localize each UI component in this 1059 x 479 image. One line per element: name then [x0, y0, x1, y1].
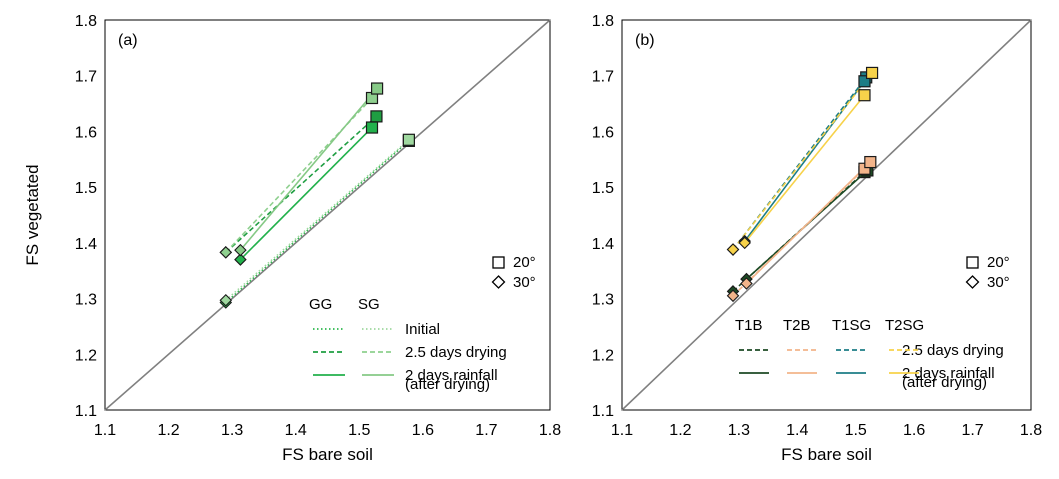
plot-frame	[621, 19, 1032, 411]
x-tick-label: 1.2	[157, 422, 179, 439]
x-tick-label: 1.2	[669, 422, 691, 439]
data-point-square	[365, 121, 379, 134]
y-tick-label: 1.2	[75, 347, 97, 364]
x-tick-label: 1.1	[94, 422, 116, 439]
series-line	[744, 80, 866, 242]
x-tick-label: 1.4	[285, 422, 307, 439]
data-point-square	[864, 155, 877, 169]
plot-frame	[104, 19, 551, 411]
legend-row-label: 2 days rainfall	[902, 365, 995, 382]
series-line	[732, 72, 873, 251]
x-tick-label: 1.5	[845, 422, 867, 439]
series-line	[225, 140, 410, 304]
series-line	[744, 94, 866, 244]
x-axis-title: FS bare soil	[282, 445, 373, 464]
data-point-diamond	[219, 293, 233, 307]
panel-a: 1.1 1.2 1.3 1.4 1.5 1.6 1.7 1.8 1.1 1.2 1.3 1.4 1.5 1…	[23, 13, 561, 464]
legend-column-header: T2B	[783, 317, 811, 334]
data-point-diamond	[234, 243, 247, 257]
y-tick-label: 1.4	[592, 236, 614, 253]
panel-b: 1.1 1.2 1.3 1.4 1.5 1.6 1.7 1.8 1.1 1.2 1.3 1.4 1.5 1…	[592, 13, 1042, 464]
legend-column-header: T2SG	[885, 317, 924, 334]
legend-row-label: 2 days rainfall	[405, 367, 498, 384]
panel-label: (b)	[635, 32, 655, 49]
x-tick-label: 1.3	[221, 422, 243, 439]
legend-column-header: T1SG	[832, 317, 871, 334]
x-tick-label: 1.8	[539, 422, 561, 439]
y-tick-label: 1.5	[75, 180, 97, 197]
y-tick-label: 1.1	[592, 403, 614, 420]
y-tick-label: 1.2	[592, 347, 614, 364]
legend-row-label: (after drying)	[902, 374, 987, 391]
x-tick-label: 1.6	[903, 422, 925, 439]
y-tick-label: 1.8	[75, 13, 97, 30]
one-to-one-line	[104, 19, 551, 411]
legend-diamond-marker	[491, 275, 506, 289]
legend-marker-label: 20°	[987, 254, 1010, 271]
y-axis-title: FS vegetated	[23, 164, 42, 265]
y-tick-label: 1.3	[75, 292, 97, 309]
y-tick-label: 1.6	[592, 124, 614, 141]
data-point-diamond	[234, 253, 247, 266]
y-tick-label: 1.5	[592, 180, 614, 197]
data-point-square	[370, 82, 384, 95]
one-to-one-line	[621, 19, 1032, 411]
y-tick-label: 1.1	[75, 403, 97, 420]
data-point-diamond	[726, 289, 740, 303]
legend-marker-label: 20°	[513, 254, 536, 271]
x-tick-label: 1.5	[348, 422, 370, 439]
legend-square-marker	[966, 256, 979, 269]
x-tick-label: 1.7	[961, 422, 983, 439]
data-point-square	[858, 89, 871, 102]
data-point-diamond	[740, 277, 753, 290]
data-point-square	[402, 133, 415, 146]
x-tick-label: 1.6	[412, 422, 434, 439]
x-tick-label: 1.4	[786, 422, 808, 439]
legend-square-marker	[492, 256, 505, 269]
y-tick-label: 1.4	[75, 236, 97, 253]
data-point-square	[370, 110, 383, 123]
x-tick-label: 1.3	[728, 422, 750, 439]
series-line	[225, 139, 410, 301]
legend-row-label: 2.5 days drying	[902, 342, 1004, 359]
legend-marker-label: 30°	[987, 274, 1010, 291]
x-tick-label: 1.8	[1020, 422, 1042, 439]
legend-marker-label: 30°	[513, 274, 536, 291]
data-point-square	[865, 66, 879, 80]
y-tick-label: 1.6	[75, 124, 97, 141]
y-tick-label: 1.8	[592, 13, 614, 30]
series-line	[745, 161, 871, 285]
legend-column-header: GG	[309, 296, 332, 313]
legend-column-header: T1B	[735, 317, 763, 334]
series-line	[239, 126, 373, 261]
y-tick-label: 1.7	[75, 69, 97, 86]
x-axis-title: FS bare soil	[781, 445, 872, 464]
data-point-diamond	[219, 246, 233, 259]
legend-diamond-marker	[965, 275, 980, 289]
data-point-diamond	[738, 236, 751, 250]
series-line	[239, 88, 378, 251]
legend-row-label: Initial	[405, 321, 440, 338]
series-line	[225, 115, 377, 253]
legend-row-label: (after drying)	[405, 376, 490, 393]
x-tick-label: 1.1	[611, 422, 633, 439]
legend-column-header: SG	[358, 296, 380, 313]
data-point-square	[858, 75, 871, 88]
y-tick-label: 1.3	[592, 292, 614, 309]
legend-row-label: 2.5 days drying	[405, 344, 507, 361]
panel-label: (a)	[118, 32, 138, 49]
y-tick-label: 1.7	[592, 69, 614, 86]
x-tick-label: 1.7	[475, 422, 497, 439]
data-point-diamond	[726, 243, 740, 256]
